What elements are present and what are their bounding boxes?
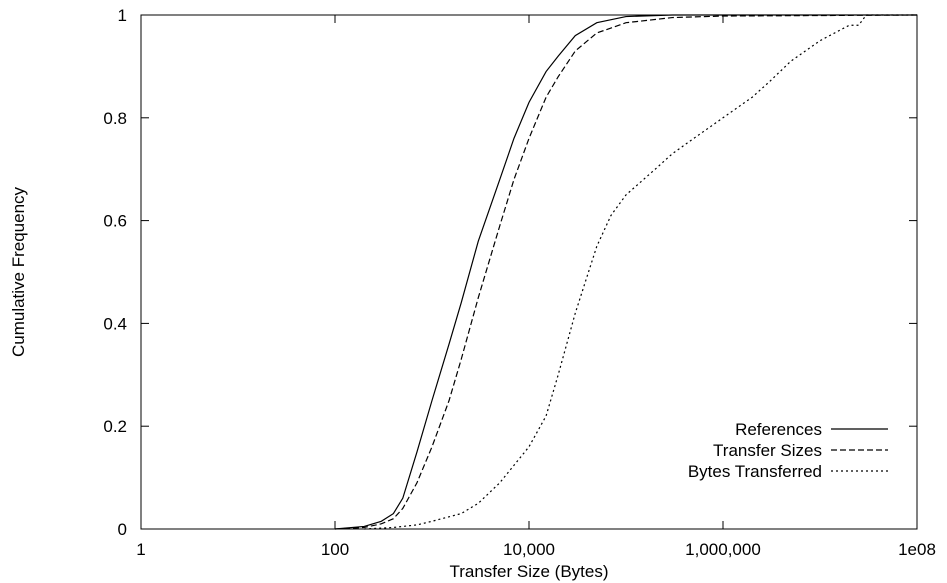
series-line-transfer-sizes <box>334 14 918 530</box>
y-tick-label: 0.6 <box>103 212 127 231</box>
y-tick-label: 0 <box>118 520 127 539</box>
series-line-bytes-transferred <box>364 14 917 530</box>
x-tick-label: 1,000,000 <box>685 540 761 559</box>
y-tick-label: 0.2 <box>103 417 127 436</box>
x-tick-label: 1 <box>136 540 145 559</box>
legend-label-transfer-sizes: Transfer Sizes <box>713 441 822 460</box>
y-tick-label: 0.4 <box>103 314 127 333</box>
legend-label-bytes-transferred: Bytes Transferred <box>688 462 822 481</box>
legend: References Transfer Sizes Bytes Transferre… <box>688 420 888 481</box>
x-tick-label: 10,000 <box>503 540 555 559</box>
x-axis-title: Transfer Size (Bytes) <box>449 562 608 581</box>
x-tick-label: 1e08 <box>898 540 936 559</box>
series-line-references <box>334 14 917 530</box>
y-axis-title: Cumulative Frequency <box>9 186 28 357</box>
x-tick-label: 100 <box>321 540 349 559</box>
legend-label-references: References <box>735 420 822 439</box>
y-tick-label: 0.8 <box>103 109 127 128</box>
y-tick-label: 1 <box>118 6 127 25</box>
